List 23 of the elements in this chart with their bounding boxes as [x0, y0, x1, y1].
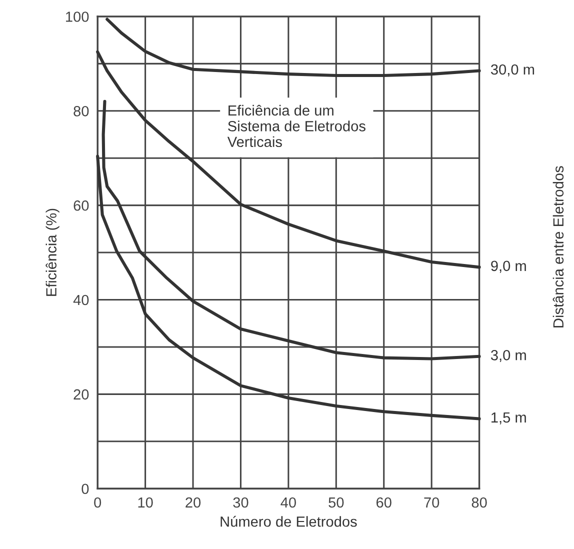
x-tick-label: 40	[280, 497, 296, 508]
x-tick-label: 30	[233, 497, 248, 508]
y-tick-label: 100	[66, 12, 89, 22]
y-tick-label: 20	[74, 389, 89, 400]
series-label: 1,5 m	[492, 412, 526, 424]
y-tick-label: 40	[73, 294, 89, 306]
x-tick-label: 50	[328, 497, 344, 508]
y-tick-label: 60	[74, 200, 89, 211]
x-tick-label: 60	[376, 497, 392, 508]
y-tick-label: 80	[74, 106, 89, 116]
x-tick-label: 80	[472, 497, 487, 508]
annotation: Eficiência de um Sistema de Eletrodos Verticais	[227, 104, 366, 148]
x-tick-label: 0	[94, 497, 102, 508]
series-label: 30,0 m	[490, 64, 534, 76]
y-axis-title: Eficiência (%)	[46, 208, 60, 296]
x-axis-title: Número de Eletrodos	[220, 516, 357, 527]
series-label: 9,0 m	[491, 260, 526, 273]
y-tick-label: 0	[82, 484, 89, 494]
x-tick-label: 70	[424, 497, 440, 508]
y2-axis-title: Distância entre Eletrodos	[552, 166, 564, 328]
x-tick-label: 10	[138, 497, 153, 508]
series-label: 3,0 m	[490, 350, 526, 362]
x-tick-label: 20	[186, 497, 201, 508]
